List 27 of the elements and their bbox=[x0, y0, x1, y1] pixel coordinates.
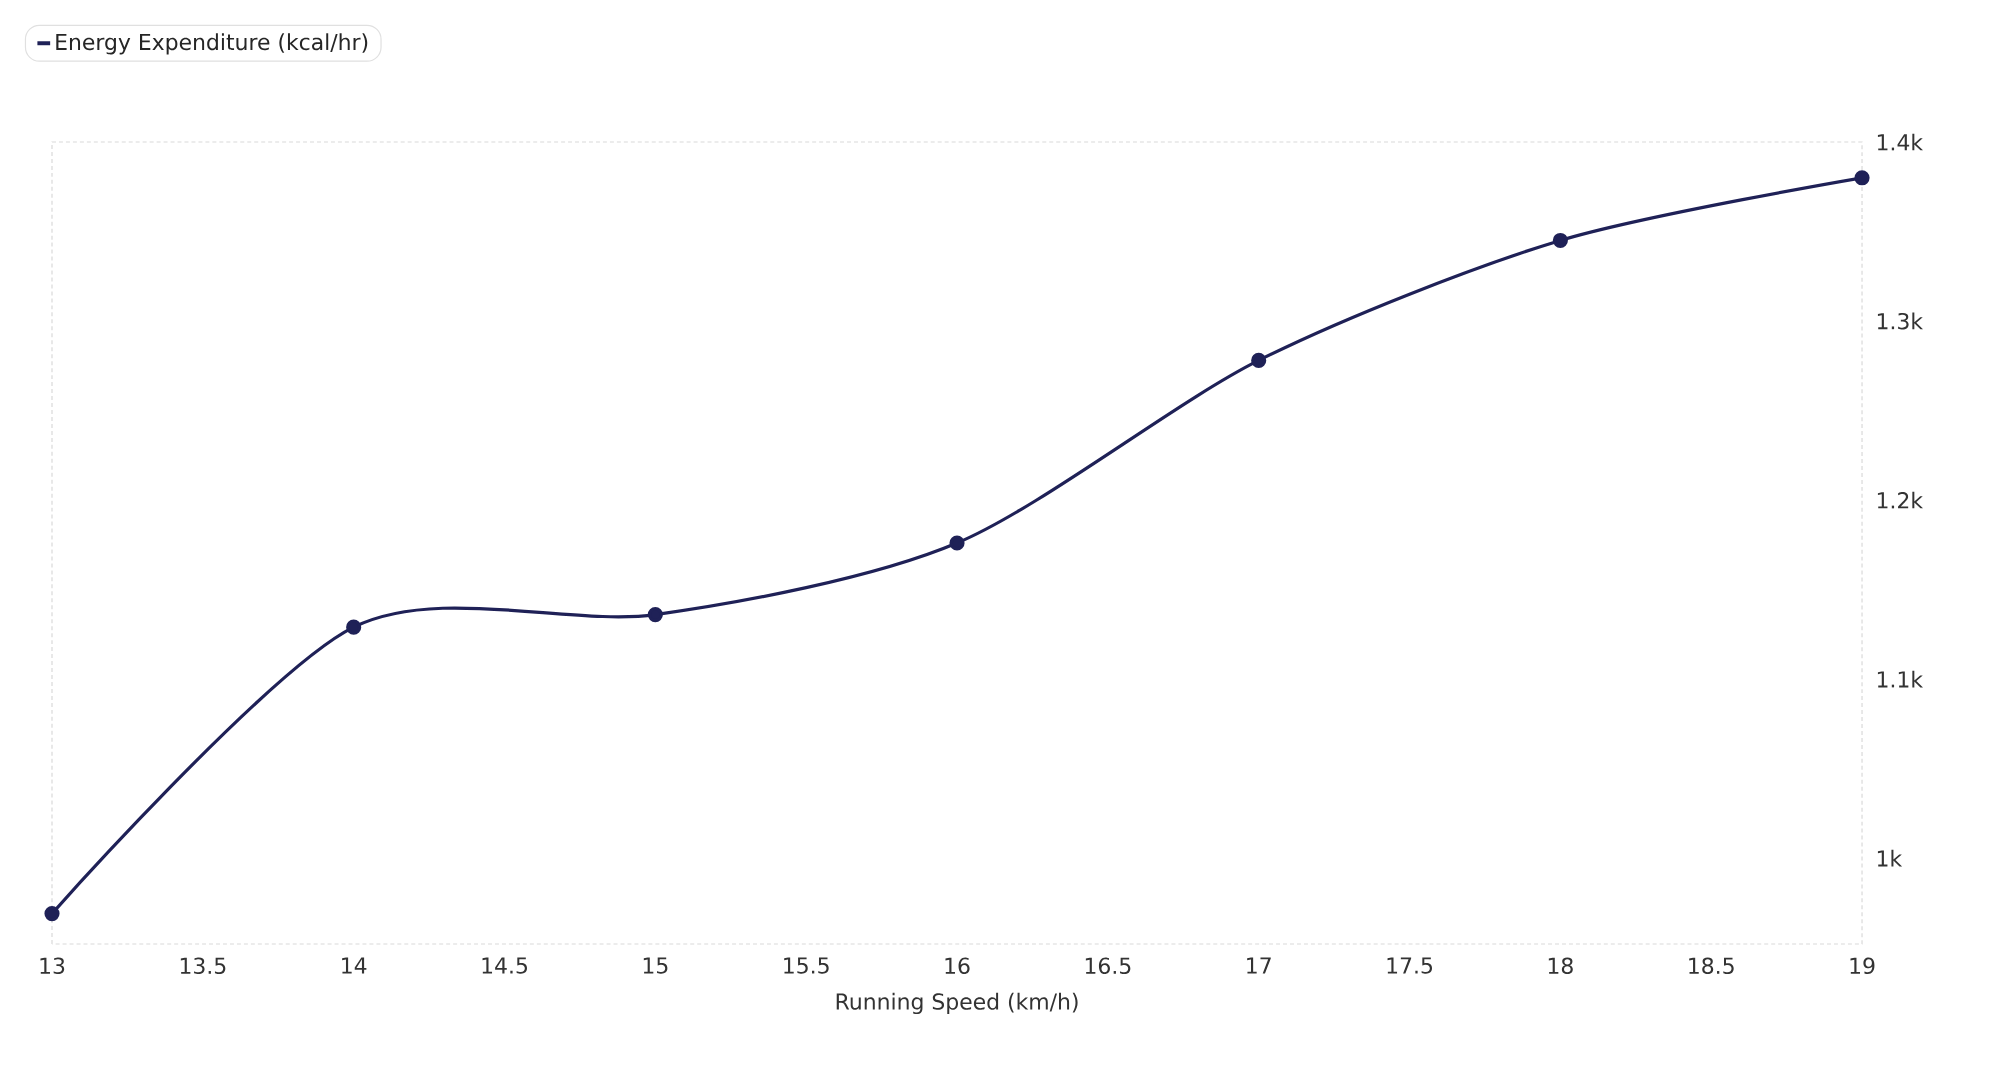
x-tick-label: 15.5 bbox=[784, 957, 829, 974]
y-tick-label: 1k bbox=[1877, 849, 1903, 867]
point bbox=[346, 619, 362, 635]
x-tick-label: 16.5 bbox=[1085, 957, 1131, 975]
y-tick-label: 1.3k bbox=[1877, 312, 1923, 330]
point bbox=[647, 607, 663, 623]
point bbox=[949, 535, 965, 551]
x-tick-label: 15 bbox=[643, 957, 668, 974]
y-tick-label: 1.2k bbox=[1877, 491, 1923, 509]
legend-label: Energy Expenditure (kcal/hr) bbox=[56, 33, 368, 55]
x-tick-label: 18 bbox=[1548, 957, 1573, 975]
x-tick-label: 13.5 bbox=[180, 957, 226, 975]
x-tick-label: 13 bbox=[40, 957, 65, 975]
x-tick-label: 19 bbox=[1850, 957, 1875, 975]
point bbox=[1251, 352, 1267, 368]
point bbox=[1552, 232, 1568, 249]
y-tick-label: 1.1k bbox=[1877, 670, 1923, 688]
x-tick-label: 14 bbox=[342, 957, 367, 974]
x-tick-label: 17.5 bbox=[1387, 957, 1433, 974]
x-tick-label: 16 bbox=[945, 957, 970, 975]
x-tick-label: 18.5 bbox=[1689, 957, 1734, 975]
x-axis-title: Running Speed (km/h) bbox=[836, 992, 1078, 1015]
y-tick-label: 1.4k bbox=[1877, 133, 1923, 151]
x-tick-label: 14.5 bbox=[482, 957, 527, 974]
x-tick-label: 17 bbox=[1247, 957, 1271, 974]
point bbox=[1854, 170, 1870, 186]
point bbox=[44, 905, 60, 922]
